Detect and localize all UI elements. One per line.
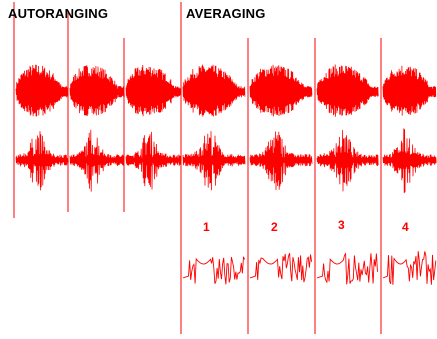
- impulse-burst-6: [316, 130, 379, 192]
- average-label-1: 1: [203, 220, 210, 234]
- envelope-burst-3: [125, 64, 182, 117]
- average-label-4: 4: [402, 220, 409, 234]
- impulse-burst-5: [249, 131, 313, 191]
- average-label-2: 2: [271, 220, 278, 234]
- spectrum-trace-2: [249, 253, 313, 283]
- impulse-burst-4: [182, 131, 246, 191]
- average-label-3: 3: [338, 218, 345, 232]
- envelope-waveform-row: [15, 64, 437, 117]
- block-dividers: [13, 2, 382, 334]
- envelope-burst-1: [15, 64, 69, 117]
- autoranging-heading: AUTORANGING: [8, 6, 109, 21]
- impulse-burst-1: [15, 131, 69, 191]
- impulse-burst-7: [382, 128, 437, 194]
- envelope-burst-7: [382, 65, 437, 116]
- envelope-burst-2: [69, 65, 125, 117]
- impulse-burst-3: [125, 131, 182, 190]
- envelope-burst-6: [316, 64, 379, 117]
- impulse-waveform-row: [15, 128, 437, 194]
- averaged-spectrum-row: [182, 251, 437, 285]
- impulse-burst-2: [69, 129, 125, 192]
- envelope-burst-5: [249, 64, 313, 117]
- averaging-heading: AVERAGING: [186, 6, 266, 21]
- spectrum-trace-1: [182, 256, 246, 285]
- envelope-burst-4: [182, 64, 246, 117]
- spectrum-trace-3: [316, 252, 378, 285]
- spectrum-trace-4: [382, 251, 437, 285]
